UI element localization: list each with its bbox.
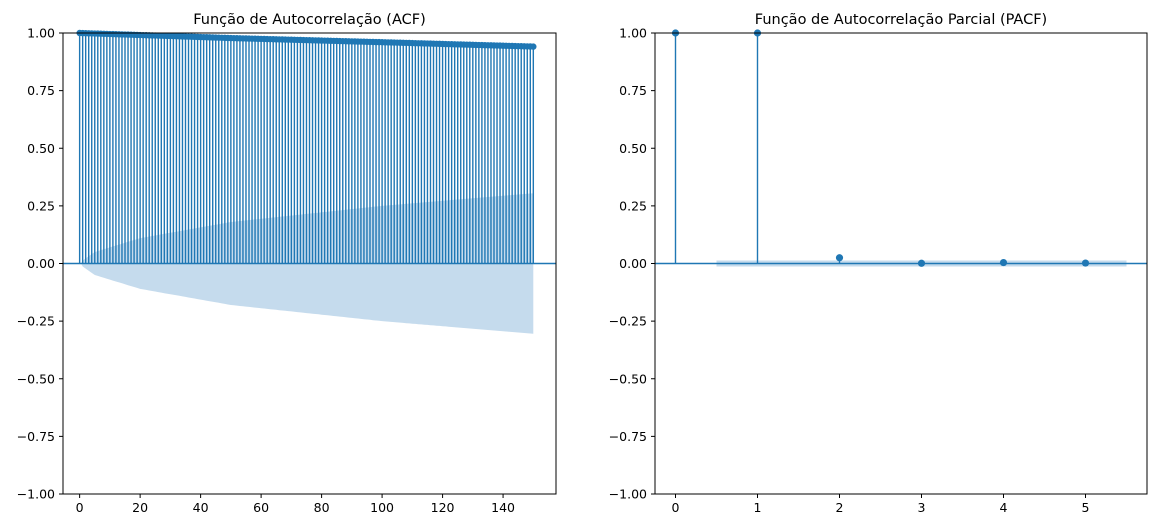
x-tick-label: 80 [314,500,330,515]
y-tick-label: −1.00 [17,487,55,502]
y-tick-label: −0.75 [609,429,647,444]
acf-y-axis: −1.00 −0.75 −0.50 −0.25 0.00 0.25 0.50 0.75 1.00 [17,26,63,502]
pacf-y-axis: −1.00 −0.75 −0.50 −0.25 0.00 0.25 0.50 0.75 1.00 [609,26,655,502]
x-tick-label: 40 [193,500,209,515]
x-tick-label: 140 [491,500,515,515]
acf-chart: Função de Autocorrelação (ACF) 0 20 40 60 80… [17,12,557,515]
y-tick-label: −0.50 [17,371,55,386]
y-tick-label: −1.00 [609,487,647,502]
stem-marker [999,258,1008,267]
y-tick-label: 0.25 [27,198,55,213]
x-tick-label: 60 [253,500,269,515]
acf-chart-title: Função de Autocorrelação (ACF) [193,12,425,28]
x-tick-label: 0 [76,500,84,515]
y-tick-label: −0.25 [609,314,647,329]
y-tick-label: 0.25 [619,198,647,213]
x-tick-label: 3 [918,500,926,515]
acf-stems [76,29,537,264]
pacf-stems [671,29,1090,267]
y-tick-label: 0.50 [27,141,55,156]
x-tick-label: 0 [672,500,680,515]
stem-marker [835,254,844,262]
y-tick-label: 0.00 [27,256,55,271]
x-tick-label: 2 [836,500,844,515]
x-tick-label: 100 [370,500,394,515]
y-tick-label: 1.00 [619,26,647,41]
x-tick-label: 1 [754,500,762,515]
y-tick-label: 0.00 [619,256,647,271]
x-tick-label: 20 [132,500,148,515]
stem-marker [530,43,537,50]
pacf-chart: Função de Autocorrelação Parcial (PACF) … [609,12,1148,515]
x-tick-label: 120 [431,500,455,515]
x-tick-label: 4 [1000,500,1008,515]
pacf-x-axis: 0 1 2 3 4 5 [672,494,1090,515]
y-tick-label: −0.75 [17,429,55,444]
y-tick-label: 0.75 [619,83,647,98]
y-tick-label: 0.75 [27,83,55,98]
y-tick-label: −0.25 [17,314,55,329]
x-tick-label: 5 [1082,500,1090,515]
y-tick-label: −0.50 [609,371,647,386]
y-tick-label: 0.50 [619,141,647,156]
y-tick-label: 1.00 [27,26,55,41]
pacf-chart-title: Função de Autocorrelação Parcial (PACF) [755,12,1047,28]
acf-x-axis: 0 20 40 60 80 100 120 140 [76,494,515,515]
